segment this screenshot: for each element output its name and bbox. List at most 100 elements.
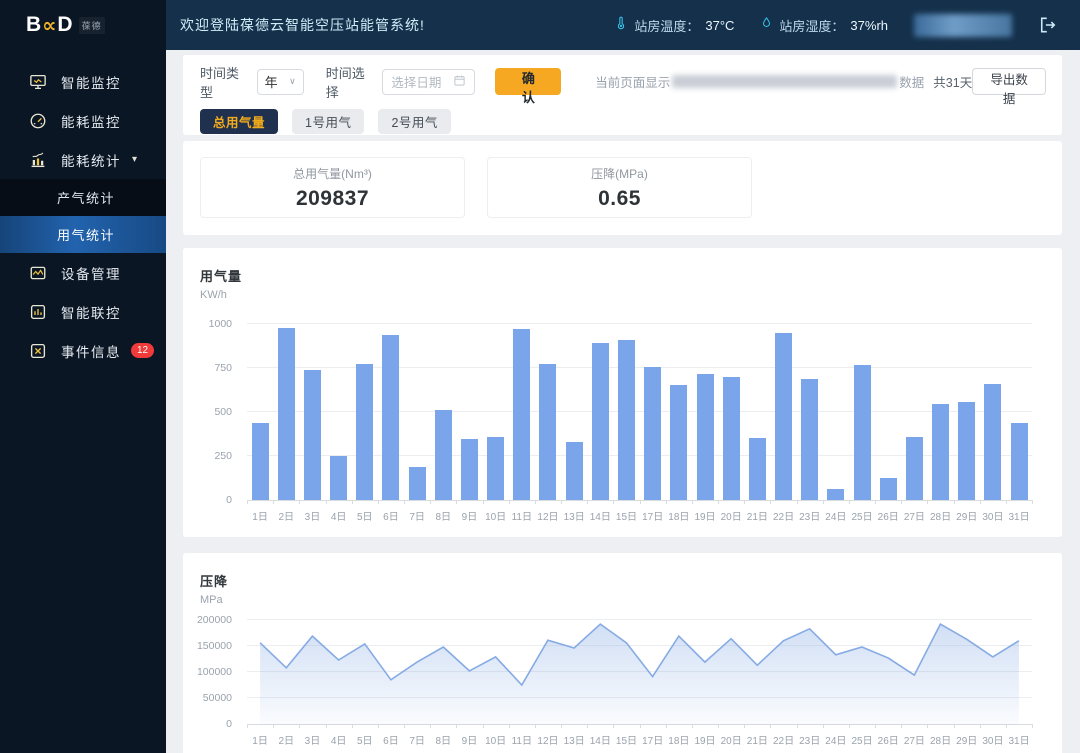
monitor-icon — [29, 73, 47, 91]
sidebar: B ∝ D 葆德 智能监控 能耗监控 能耗统计 ▾ 产气统计 用气统计 设备管理 智能联控 事件… — [0, 0, 166, 753]
x-axis-label: 15日 — [615, 512, 638, 523]
bar-slot — [587, 343, 613, 500]
logo-infinity-symbol: ∝ — [42, 14, 57, 37]
sidebar-item-smart-monitoring[interactable]: 智能监控 — [0, 62, 166, 101]
stat-card-2: 压降(MPa) 0.65 — [487, 157, 752, 218]
bar — [539, 364, 557, 500]
humidity-label: 站房湿度： — [779, 18, 845, 34]
x-axis-label: 21日 — [746, 736, 768, 747]
usage-chart-unit: KW/h — [200, 289, 227, 301]
axis-tick — [822, 500, 824, 504]
x-axis-label: 29日 — [956, 512, 978, 523]
tab-total-usage[interactable]: 总用气量 — [200, 109, 279, 134]
current-page-info: 当前页面显示 数据 共31天 — [595, 72, 972, 91]
sidebar-item-equipment[interactable]: 设备管理 — [0, 253, 166, 292]
sidebar-item-energy-monitoring[interactable]: 能耗监控 — [0, 101, 166, 140]
bar — [644, 367, 662, 500]
axis-tick — [482, 500, 484, 504]
sidebar-item-events[interactable]: 事件信息 12 — [0, 331, 166, 370]
x-axis-label: 10日 — [485, 512, 507, 523]
x-axis-label: 8日 — [435, 512, 452, 523]
logout-icon[interactable] — [1038, 15, 1058, 35]
axis-tick — [613, 500, 615, 504]
gridline — [247, 645, 1032, 646]
x-axis-label: 21日 — [746, 512, 768, 523]
axis-tick — [796, 500, 798, 504]
time-type-label: 时间类型 — [200, 65, 240, 100]
axis-tick — [482, 724, 484, 728]
axis-tick — [534, 724, 536, 728]
pressure-chart: 0 50000 100000 150000 200000 1日 2日 3日 4日 5日 6日 7日 8… — [196, 614, 1062, 747]
sidebar-item-label: 能耗监控 — [61, 114, 121, 130]
axis-tick — [927, 724, 929, 728]
stat-value: 209837 — [295, 186, 370, 210]
tab-unit2-usage[interactable]: 2号用气 — [378, 109, 451, 134]
axis-tick — [953, 724, 955, 728]
event-count-badge: 12 — [131, 343, 155, 358]
x-axis-label: 3日 — [304, 736, 321, 747]
pressure-y-axis: 0 50000 100000 150000 200000 — [196, 614, 240, 730]
bar-slot — [1006, 422, 1032, 500]
x-axis-label: 4日 — [330, 512, 347, 523]
y-axis-label: 100000 — [196, 666, 232, 678]
axis-tick — [404, 500, 405, 504]
axis-tick — [770, 724, 772, 728]
axis-tick — [508, 500, 510, 504]
bar — [330, 456, 348, 500]
x-axis-label: 19日 — [694, 512, 716, 523]
x-axis-label: 9日 — [461, 512, 478, 523]
pressure-chart-unit: MPa — [200, 594, 223, 606]
date-picker-input[interactable]: 选择日期 — [382, 68, 476, 95]
sidebar-item-smart-control[interactable]: 智能联控 — [0, 292, 166, 331]
pressure-chart-title: 压降 — [200, 574, 229, 589]
bar — [853, 365, 871, 500]
x-axis-label: 8日 — [435, 736, 452, 747]
tab-unit1-usage[interactable]: 1号用气 — [292, 109, 365, 134]
sidebar-subitem-label: 用气统计 — [57, 228, 116, 243]
axis-tick — [351, 500, 353, 504]
bar-slot — [404, 467, 430, 500]
bar-slot — [927, 404, 953, 500]
humidity-value: 37%rh — [850, 17, 888, 33]
axis-tick — [875, 724, 876, 728]
bar — [722, 376, 740, 500]
axis-tick — [456, 500, 458, 504]
bar — [958, 402, 976, 500]
x-axis-label: 12日 — [537, 512, 559, 523]
confirm-button[interactable]: 确认 — [495, 68, 562, 105]
gridline — [247, 455, 1032, 456]
bar — [827, 489, 845, 500]
x-axis-label: 30日 — [982, 512, 1004, 523]
thermometer-icon — [614, 16, 628, 35]
axis-tick — [691, 724, 693, 728]
droplet-icon — [760, 16, 773, 34]
bar-slot — [299, 369, 325, 500]
time-type-select[interactable]: 年 ∨ — [256, 68, 304, 95]
device-icon — [29, 264, 47, 282]
axis-tick — [273, 500, 275, 504]
axis-tick — [299, 500, 301, 504]
usage-x-axis: 1日 2日 3日 4日 5日 6日 7日 8日 9日 10日 11日 12日 13日 14日 15日 17日 1… — [247, 508, 1032, 523]
sidebar-subitem-usage-stats[interactable]: 用气统计 — [0, 216, 166, 253]
gridline — [247, 367, 1032, 368]
x-axis-label: 28日 — [929, 736, 952, 747]
bar — [591, 343, 609, 500]
bar-slot — [666, 384, 692, 500]
bar — [251, 422, 269, 500]
sidebar-subitem-production-stats[interactable]: 产气统计 — [0, 179, 166, 216]
export-data-button[interactable]: 导出数据 — [972, 68, 1046, 106]
x-axis-label: 30日 — [982, 736, 1004, 747]
sidebar-item-energy-stats[interactable]: 能耗统计 ▾ — [0, 140, 166, 179]
axis-tick — [770, 500, 772, 504]
user-account-blurred[interactable] — [914, 13, 1012, 37]
stat-label: 总用气量(Nm³) — [293, 166, 372, 181]
bar-slot — [326, 456, 352, 500]
axis-tick — [665, 500, 667, 504]
x-axis-label: 18日 — [668, 512, 690, 523]
bar-slot — [456, 439, 482, 500]
x-axis-label: 17日 — [642, 736, 664, 747]
bar — [617, 339, 635, 500]
bar — [905, 436, 923, 500]
bar-slot — [797, 379, 823, 500]
time-select-label: 时间选择 — [325, 65, 365, 100]
